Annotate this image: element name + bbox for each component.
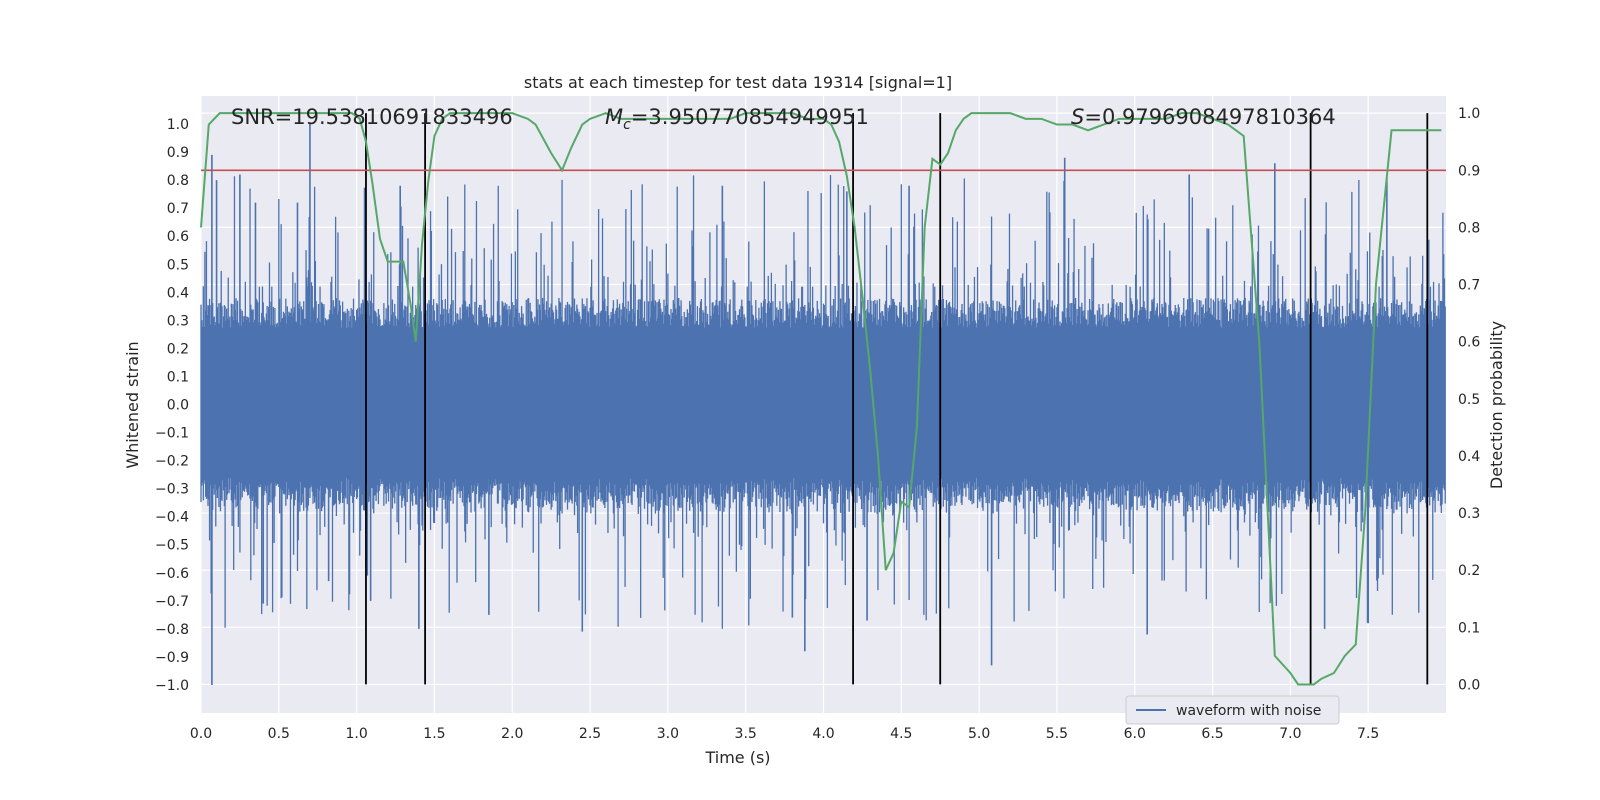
y-left-tick-label-12: 0.2 xyxy=(167,341,189,357)
y-right-tick-label-2: 0.2 xyxy=(1458,563,1480,579)
detection-probability-series xyxy=(200,112,1442,686)
y-left-tick-label-2: −0.8 xyxy=(155,622,189,638)
y-left-tick-label-6: −0.4 xyxy=(155,510,189,526)
chirp-mass-value: =3.950770854949951 xyxy=(631,105,869,129)
y-left-axis-ticks: −1.0 −0.9 −0.8 −0.7 −0.6 −0.5 −0.4 −0.3 −0.2 −0.1… xyxy=(155,117,189,694)
y-left-tick-label-11: 0.1 xyxy=(167,369,189,385)
detection-probability-line xyxy=(200,112,1442,686)
y-left-tick-label-0: −1.0 xyxy=(155,678,189,694)
x-tick-label-14: 7.0 xyxy=(1279,726,1301,742)
x-tick-label-4: 2.0 xyxy=(501,726,523,742)
x-tick-label-12: 6.0 xyxy=(1124,726,1146,742)
y-left-tick-label-16: 0.6 xyxy=(167,229,189,245)
x-tick-label-13: 6.5 xyxy=(1201,726,1223,742)
y-left-tick-label-4: −0.6 xyxy=(155,566,189,582)
chart-title: stats at each timestep for test data 193… xyxy=(524,73,952,92)
y-right-axis-ticks: 0.0 0.1 0.2 0.3 0.4 0.5 0.6 0.7 0.8 0.9 1.0 xyxy=(1458,106,1480,693)
y-left-tick-label-3: −0.7 xyxy=(155,594,189,610)
chirp-mass-symbol: M xyxy=(605,105,623,129)
y-right-tick-label-3: 0.3 xyxy=(1458,506,1480,522)
overlap-symbol: S xyxy=(1071,105,1084,129)
x-tick-label-15: 7.5 xyxy=(1357,726,1379,742)
y-left-tick-label-5: −0.5 xyxy=(155,538,189,554)
x-axis-ticks: 0.0 0.5 1.0 1.5 2.0 2.5 3.0 3.5 4.0 4.5 5.0 5.5 6.0 6… xyxy=(190,726,1379,742)
x-tick-label-0: 0.0 xyxy=(190,726,212,742)
snr-annotation: SNR=19.53810691833496 xyxy=(231,105,513,129)
y-right-tick-label-5: 0.5 xyxy=(1458,392,1480,408)
x-tick-label-10: 5.0 xyxy=(968,726,990,742)
y-left-tick-label-7: −0.3 xyxy=(155,482,189,498)
x-tick-label-2: 1.0 xyxy=(345,726,367,742)
y-left-tick-label-17: 0.7 xyxy=(167,201,189,217)
y-left-tick-label-9: −0.1 xyxy=(155,426,189,442)
y-right-axis-label: Detection probability xyxy=(1487,321,1506,489)
waveform-noise-trace xyxy=(200,175,1446,629)
x-tick-label-11: 5.5 xyxy=(1046,726,1068,742)
y-left-tick-label-15: 0.5 xyxy=(167,257,189,273)
y-right-tick-label-9: 0.9 xyxy=(1458,163,1480,179)
x-axis-label: Time (s) xyxy=(704,748,770,767)
x-tick-label-3: 1.5 xyxy=(423,726,445,742)
overlap-annotation: S=0.9796908497810364 xyxy=(1071,105,1336,129)
y-left-tick-label-20: 1.0 xyxy=(167,117,189,133)
x-tick-label-6: 3.0 xyxy=(657,726,679,742)
legend: waveform with noise xyxy=(1125,695,1340,725)
y-left-tick-label-13: 0.3 xyxy=(167,313,189,329)
y-left-tick-label-1: −0.9 xyxy=(155,650,189,666)
y-left-tick-label-18: 0.8 xyxy=(167,173,189,189)
chirp-mass-annotation: Mc=3.950770854949951 xyxy=(605,105,869,133)
chirp-mass-subscript: c xyxy=(623,117,631,133)
x-tick-label-7: 3.5 xyxy=(735,726,757,742)
y-right-tick-label-1: 0.1 xyxy=(1458,620,1480,636)
x-tick-label-1: 0.5 xyxy=(268,726,290,742)
y-right-tick-label-7: 0.7 xyxy=(1458,278,1480,294)
x-tick-label-8: 4.0 xyxy=(812,726,834,742)
y-left-axis-label: Whitened strain xyxy=(123,341,142,468)
y-left-tick-label-8: −0.2 xyxy=(155,454,189,470)
y-left-tick-label-10: 0.0 xyxy=(167,398,189,414)
x-tick-label-9: 4.5 xyxy=(890,726,912,742)
y-right-tick-label-10: 1.0 xyxy=(1458,106,1480,122)
legend-label: waveform with noise xyxy=(1176,703,1321,719)
overlap-value: =0.9796908497810364 xyxy=(1084,105,1335,129)
x-tick-label-5: 2.5 xyxy=(579,726,601,742)
y-right-tick-label-8: 0.8 xyxy=(1458,220,1480,236)
vertical-markers xyxy=(365,113,1429,685)
y-right-tick-label-4: 0.4 xyxy=(1458,449,1480,465)
y-left-tick-label-14: 0.4 xyxy=(167,285,189,301)
legend-box xyxy=(1125,695,1340,725)
y-left-tick-label-19: 0.9 xyxy=(167,145,189,161)
y-right-tick-label-0: 0.0 xyxy=(1458,677,1480,693)
y-right-tick-label-6: 0.6 xyxy=(1458,335,1480,351)
